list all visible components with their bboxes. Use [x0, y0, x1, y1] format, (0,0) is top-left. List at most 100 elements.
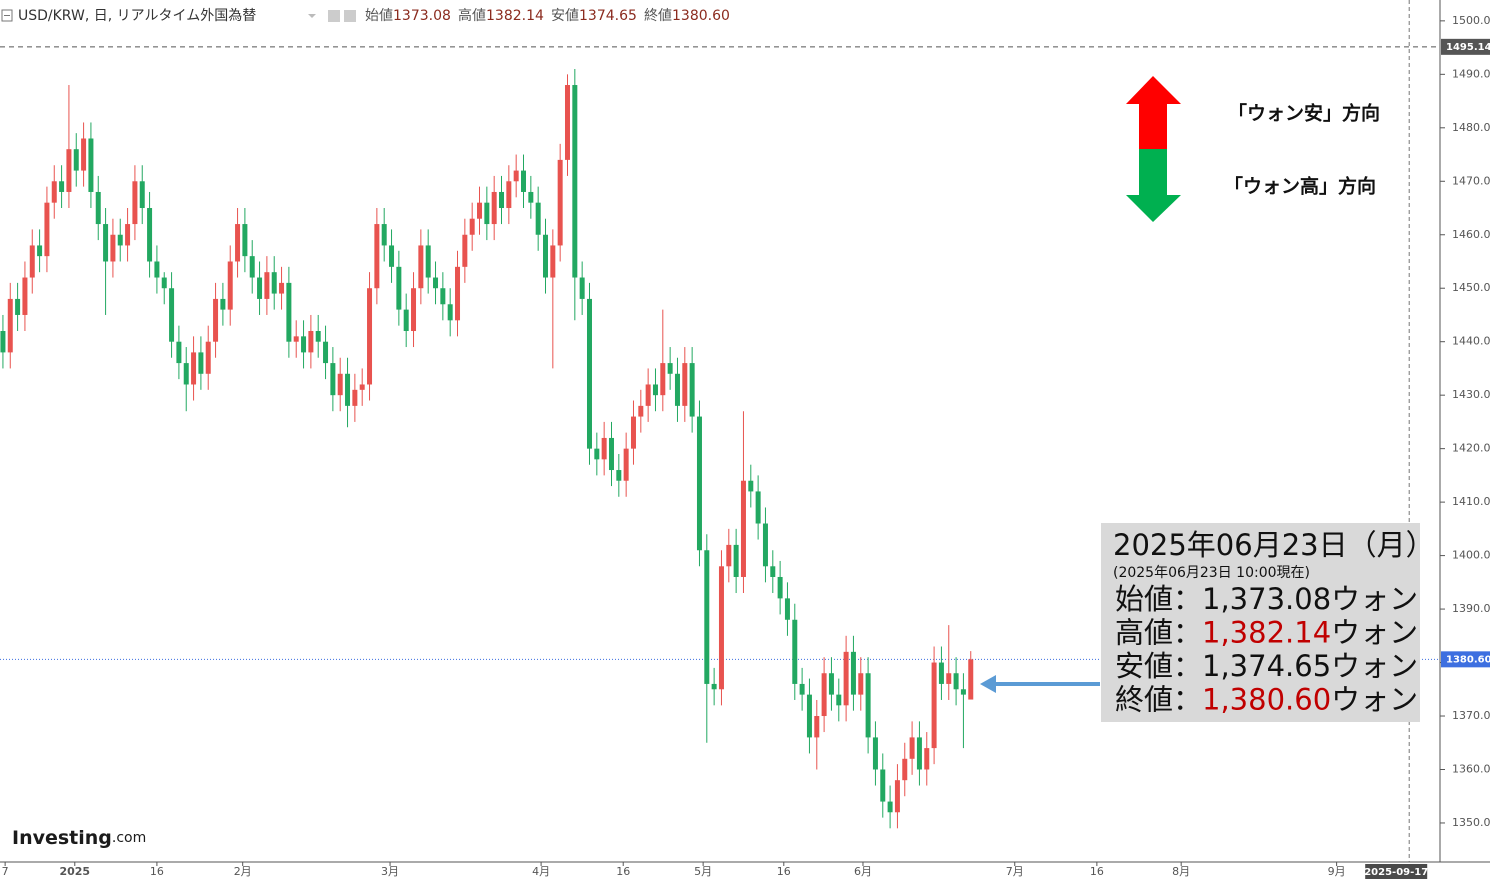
candle-body: [301, 336, 307, 353]
candle-body: [572, 85, 578, 278]
candle-body: [880, 769, 886, 802]
candle-body: [924, 748, 930, 770]
candle-body: [872, 737, 878, 770]
info-row-value: 1,382.14: [1202, 616, 1331, 650]
candle-body: [858, 673, 864, 695]
candle-body: [88, 138, 94, 192]
x-tick-label: 16: [777, 865, 791, 878]
down-arrow: [1126, 149, 1181, 222]
candle-body: [242, 224, 248, 257]
candle-body: [59, 181, 65, 192]
candle-body: [374, 224, 380, 289]
x-tick-label: 9月: [1328, 865, 1346, 878]
candle-body: [308, 331, 314, 353]
candle-body: [66, 149, 72, 192]
pointer-arrow-head: [980, 675, 996, 693]
crosshair-label-box: [1365, 864, 1428, 879]
candle-body: [718, 566, 724, 690]
candle-body: [484, 202, 490, 225]
candle-body: [169, 288, 175, 342]
candle-body: [455, 266, 461, 321]
ohlc-value: 1373.08: [393, 8, 451, 24]
candle-body: [117, 234, 123, 246]
candle-body: [630, 416, 636, 449]
candle-body: [689, 363, 695, 417]
y-tick-label: 1490.00: [1452, 67, 1490, 80]
y-tick-label: 1420.00: [1452, 442, 1490, 455]
candle-body: [931, 662, 937, 749]
candle-body: [521, 170, 527, 192]
candle-body: [528, 191, 534, 203]
info-row-unit: ウォン: [1331, 649, 1418, 683]
candle-body: [667, 363, 673, 374]
candle-body: [0, 331, 6, 353]
info-row-unit: ウォン: [1331, 683, 1418, 717]
candle-body: [44, 202, 50, 257]
x-tick-label: 2025: [59, 865, 90, 878]
candle-body: [916, 737, 922, 770]
candle-body: [139, 181, 145, 209]
candle-body: [843, 651, 849, 706]
dropdown-icon[interactable]: [308, 14, 316, 18]
logo-domain: .com: [112, 830, 146, 846]
info-row: 安値：1,374.65ウォン: [1115, 649, 1418, 683]
candle-body: [286, 282, 292, 342]
crosshair-label: 2025-09-17: [1364, 867, 1428, 878]
x-tick-label: 4月: [532, 865, 550, 878]
candle-body: [440, 288, 446, 305]
candle-body: [726, 544, 732, 567]
chart-title: USD/KRW, 日, リアルタイム外国為替: [18, 8, 256, 24]
candle-body: [674, 373, 680, 406]
candle-body: [491, 191, 497, 225]
candle-body: [352, 389, 358, 406]
candle-body: [704, 550, 710, 684]
candle-body: [777, 576, 783, 599]
price-label-box: [1441, 38, 1490, 55]
ohlc-item: 高値1382.14: [458, 7, 544, 24]
price-label: 1380.60: [1446, 654, 1490, 665]
candle-body: [345, 373, 351, 406]
info-row-name: 始値：: [1115, 582, 1202, 616]
candle-body: [176, 341, 182, 364]
ohlc-item: 安値1374.65: [551, 8, 637, 24]
candle-body: [433, 277, 439, 289]
x-tick-label: 6月: [854, 865, 872, 878]
candle-body: [469, 218, 475, 235]
info-row-value: 1,374.65: [1202, 649, 1331, 683]
candle-body: [564, 85, 570, 160]
y-tick-label: 1360.00: [1452, 762, 1490, 775]
candle-body: [337, 373, 343, 396]
candle-body: [359, 384, 365, 390]
candle-body: [110, 234, 116, 262]
candle-body: [740, 480, 746, 577]
candle-body: [477, 202, 483, 219]
info-as-of: (2025年06月23日 10:00現在): [1113, 565, 1310, 581]
candle-body: [147, 208, 153, 262]
info-row: 終値：1,380.60ウォン: [1115, 683, 1418, 717]
y-tick-label: 1500.00: [1452, 14, 1490, 27]
candle-body: [960, 689, 966, 695]
candle-body: [828, 673, 834, 695]
candle-body: [623, 448, 629, 481]
eye-icon[interactable]: [328, 10, 340, 22]
candle-body: [22, 277, 28, 315]
candle-body: [506, 181, 512, 209]
ohlc-label: 始値: [365, 8, 393, 24]
ohlc-item: 終値1380.60: [644, 8, 730, 24]
candle-body: [125, 224, 131, 246]
candle-body: [396, 266, 402, 310]
annotation: 「ウォン安」方向: [1228, 102, 1380, 125]
candle-body: [850, 651, 856, 695]
candle-body: [29, 245, 35, 278]
settings-icon[interactable]: [344, 10, 356, 22]
collapse-icon[interactable]: [1, 9, 13, 22]
candle-body: [733, 544, 739, 577]
candle-body: [293, 336, 299, 342]
y-tick-label: 1480.00: [1452, 121, 1490, 134]
candle-body: [330, 363, 336, 396]
candle-body: [425, 245, 431, 278]
candle-body: [638, 405, 644, 417]
candle-body: [799, 683, 805, 695]
